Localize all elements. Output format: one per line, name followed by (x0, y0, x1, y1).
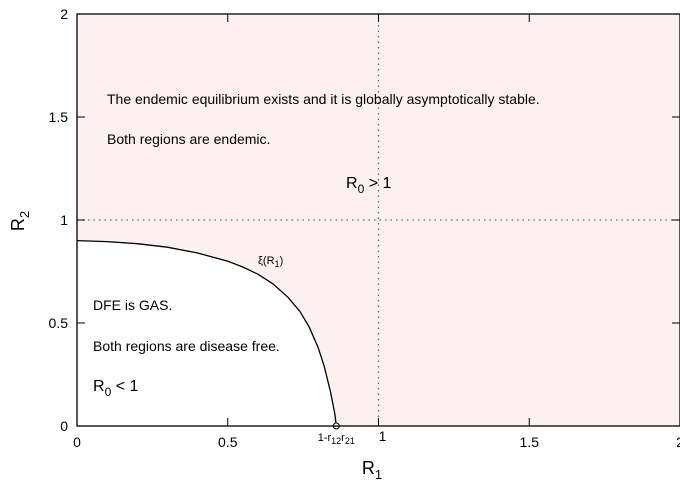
x-axis-label-sub: 1 (375, 467, 382, 482)
x-tick-label: 0 (73, 434, 81, 450)
y-axis-label: R2 (8, 211, 32, 231)
x-tick-label: 2 (676, 434, 680, 450)
x-tick-label: 0.5 (218, 434, 238, 450)
x-axis-label-main: R (362, 458, 375, 478)
y-axis-label-sub: 2 (17, 211, 32, 218)
dfe-condition-sub: 0 (105, 385, 112, 399)
svg-text:R1: R1 (362, 458, 382, 482)
endemic-text-line-1: The endemic equilibrium exists and it is… (107, 91, 540, 107)
endpoint-label-main: 1-r (318, 432, 332, 444)
boundary-curve-label: ξ(R1) (258, 255, 283, 269)
dfe-text-line-2: Both regions are disease free. (93, 338, 280, 354)
endemic-condition-sub: 0 (358, 182, 365, 196)
dfe-condition-tail: < 1 (111, 378, 138, 395)
dfe-condition: R0 < 1 (93, 378, 138, 399)
dfe-condition-main: R (93, 378, 105, 395)
x-tick-label: 1 (379, 428, 387, 444)
y-tick-label: 0.5 (49, 315, 69, 331)
endemic-condition-main: R (346, 175, 358, 192)
endemic-text-line-2: Both regions are endemic. (107, 131, 270, 147)
boundary-curve-xi (76, 239, 337, 427)
boundary-curve-label-tail: ) (280, 255, 284, 267)
y-tick-label: 1.5 (49, 109, 69, 125)
y-tick-label: 1 (60, 212, 68, 228)
y-tick-label: 0 (60, 418, 68, 434)
dfe-text-line-1: DFE is GAS. (93, 297, 172, 313)
x-axis-label: R1 (362, 458, 382, 482)
boundary-endpoint-label: 1-r12r21 (318, 432, 355, 446)
endemic-region (77, 14, 680, 426)
svg-text:R2: R2 (8, 211, 32, 231)
endpoint-label-sub2: 21 (345, 436, 355, 446)
endpoint-label-mid: r (341, 432, 345, 444)
axis-ticks: 00.51.52100.511.52 (49, 6, 680, 450)
endemic-condition: R0 > 1 (346, 175, 391, 196)
y-tick-label: 2 (60, 6, 68, 22)
endpoint-label-sub1: 12 (331, 436, 341, 446)
y-axis-label-main: R (8, 218, 28, 231)
boundary-curve-label-main: ξ(R (258, 255, 275, 267)
boundary-curve-label-sub: 1 (275, 259, 280, 269)
endemic-condition-tail: > 1 (364, 175, 391, 192)
x-tick-label: 1.5 (520, 434, 540, 450)
